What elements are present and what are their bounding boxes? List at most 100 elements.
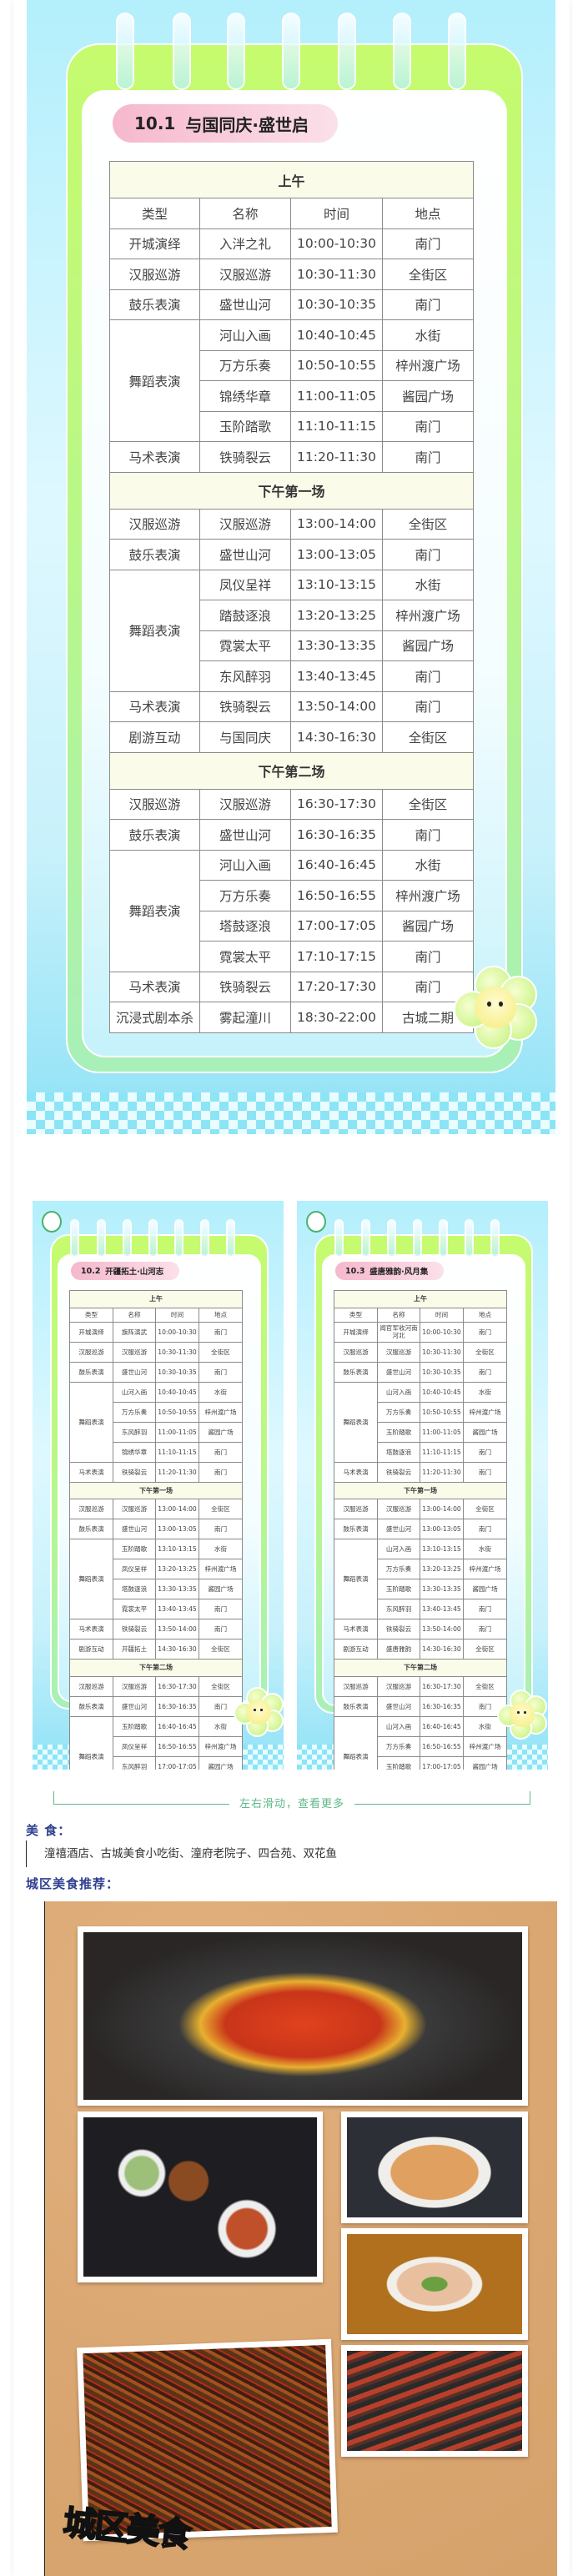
cell-name: 旗阵演武 [113,1321,156,1343]
cell-name: 盛世山河 [199,539,291,570]
cell-name: 雾起潼川 [199,1002,291,1033]
table-row: 马术表演 铁骑裂云 11:20-11:30 南门 [109,441,475,473]
section-title: 下午第一场 [108,471,475,510]
cell-place: 酱园广场 [199,1421,243,1443]
table-row: 马术表演 铁骑裂云 11:20-11:30 南门 [69,1461,243,1483]
day-title-pill: 10.1 与国同庆·盛世启 [113,104,338,143]
cell-place: 水街 [199,1381,243,1403]
cell-time: 16:50-16:55 [155,1735,199,1757]
binder-ring-icon [226,1219,235,1258]
column-header: 时间 [290,198,383,229]
cell-place: 酱园广场 [199,1579,243,1600]
table-row: 剧游互动 开疆拓土 14:30-16:30 全街区 [69,1639,243,1660]
cell-time: 10:30-10:35 [420,1361,464,1383]
eye-icon [499,1001,503,1007]
cell-type: 舞蹈表演 [69,1539,113,1620]
cell-type: 舞蹈表演 [69,1715,113,1770]
cell-type: 鼓乐表演 [69,1519,113,1540]
cell-place: 水街 [463,1381,507,1403]
cell-time: 16:50-16:55 [290,880,383,911]
cell-name: 铁骑裂云 [199,690,291,722]
cell-place: 水街 [199,1539,243,1560]
cell-name: 盛世山河 [113,1695,156,1717]
cell-place: 全街区 [199,1675,243,1697]
binder-ring-icon [173,13,191,90]
column-header: 时间 [155,1307,199,1323]
table-row: 汉服巡游 汉服巡游 16:30-17:30 全街区 [109,788,475,820]
cell-place: 南门 [199,1519,243,1540]
hotpot-photo [78,1926,528,2106]
section-header-row: 下午第二场 [69,1659,243,1677]
cell-time: 17:00-17:05 [290,910,383,942]
cell-time: 11:00-11:05 [290,380,383,412]
section-title: 下午第一场 [334,1481,507,1500]
schedule-card-10-3[interactable]: 10.3 盛唐雅韵·风月集 上午 类型 名称 时间 地点 开城演绎 闻官军收河南河北 10:0… [297,1201,548,1770]
cell-place: 酱园广场 [381,380,475,412]
cell-type: 汉服巡游 [69,1675,113,1697]
section-title: 下午第二场 [108,751,475,790]
cell-place: 南门 [463,1599,507,1620]
cell-name: 东风醉羽 [377,1599,420,1620]
cell-place: 梓州渡广场 [381,880,475,911]
section-header-row: 下午第一场 [108,471,475,510]
binder-ring-icon [123,1219,132,1258]
cell-type: 舞蹈表演 [334,1381,378,1463]
cell-name: 盛世山河 [377,1519,420,1540]
cell-name: 东风醉羽 [113,1755,156,1770]
cell-time: 16:40-16:45 [420,1715,464,1737]
cell-place: 全街区 [463,1675,507,1697]
cell-place: 南门 [381,819,475,851]
cell-time: 16:30-16:35 [420,1695,464,1717]
cell-type: 开城演绎 [69,1321,113,1343]
cell-name: 玉阶踏歌 [377,1421,420,1443]
cell-place: 全街区 [463,1499,507,1520]
section-title: 上午 [69,1290,243,1308]
cell-time: 17:00-17:05 [155,1755,199,1770]
cell-name: 玉阶踏歌 [113,1539,156,1560]
cell-name: 万方乐奏 [377,1559,420,1580]
cell-type: 汉服巡游 [69,1499,113,1520]
binder-ring-icon [338,13,356,90]
binder-ring-icon [116,13,134,90]
table-row: 舞蹈表演 玉阶踏歌 16:40-16:45 水街 [69,1715,243,1770]
cell-place: 梓州渡广场 [463,1559,507,1580]
cell-time: 16:40-16:45 [290,849,383,881]
cell-time: 11:00-11:05 [420,1421,464,1443]
cell-type: 汉服巡游 [334,1341,378,1363]
cell-name: 锦绣华章 [199,380,291,412]
cell-time: 13:10-13:15 [420,1539,464,1560]
section-header-row: 上午 [69,1290,243,1308]
table-row: 开城演绎 旗阵演武 10:00-10:30 南门 [69,1321,243,1343]
table-row: 万方乐奏 16:50-16:55 梓州渡广场 [334,1735,507,1757]
cell-type: 鼓乐表演 [334,1519,378,1540]
table-row: 鼓乐表演 盛世山河 16:30-16:35 南门 [109,819,475,851]
cell-type: 舞蹈表演 [69,1381,113,1463]
schedule-card-10-2[interactable]: 10.2 开疆拓土·山河志 上午 类型 名称 时间 地点 开城演绎 旗阵演武 10:00-10… [33,1201,284,1770]
recommend-heading: 城区美食推荐： [26,1876,120,1891]
cell-time: 11:10-11:15 [420,1441,464,1463]
cell-time: 17:10-17:15 [290,941,383,972]
day-date: 10.3 [345,1266,365,1276]
binder-ring-icon [465,1219,474,1258]
schedule-table: 上午 类型 名称 时间 地点 开城演绎 旗阵演武 10:00-10:30 南门 汉服巡游 汉服巡游 1… [69,1290,243,1770]
cell-place: 水街 [463,1539,507,1560]
cell-place: 全街区 [199,1499,243,1520]
cell-time: 13:40-13:45 [290,660,383,692]
cell-time: 13:00-14:00 [155,1499,199,1520]
cell-place: 南门 [199,1461,243,1483]
cell-name: 汉服巡游 [113,1675,156,1697]
table-row: 舞蹈表演 山河入画 10:40-10:45 水街 [334,1381,507,1463]
table-row: 汉服巡游 汉服巡游 16:30-17:30 全街区 [334,1675,507,1697]
cell-place: 南门 [381,228,475,259]
table-row: 汉服巡游 汉服巡游 16:30-17:30 全街区 [69,1675,243,1697]
cell-time: 13:00-14:00 [290,508,383,540]
cell-place: 南门 [381,441,475,473]
cell-type: 开城演绎 [109,228,200,259]
cell-name: 汉服巡游 [113,1341,156,1363]
cell-time: 10:50-10:55 [155,1401,199,1423]
table-row: 玉阶踏歌 11:10-11:15 南门 [110,410,475,442]
cell-name: 万方乐奏 [377,1401,420,1423]
table-row: 鼓乐表演 盛世山河 13:00-13:05 南门 [334,1519,507,1540]
cell-place: 南门 [381,660,475,692]
cell-time: 18:30-22:00 [290,1002,383,1033]
